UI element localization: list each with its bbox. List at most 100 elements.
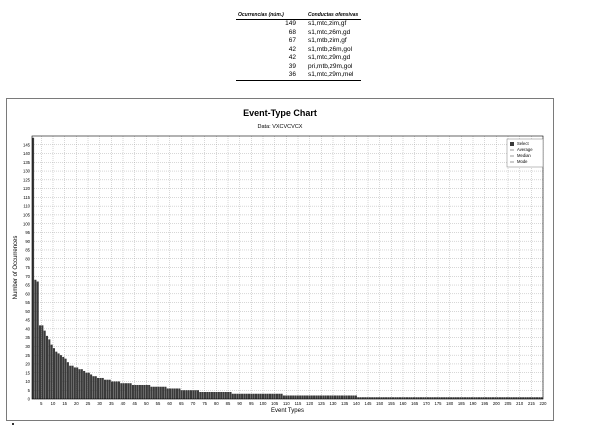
bar bbox=[101, 377, 104, 399]
bar bbox=[155, 386, 158, 399]
bar bbox=[357, 397, 360, 399]
y-tick-label: 70 bbox=[25, 274, 30, 279]
bar bbox=[310, 395, 313, 399]
y-tick-label: 55 bbox=[25, 300, 30, 305]
y-tick-label: 35 bbox=[25, 335, 30, 340]
bar bbox=[510, 397, 513, 399]
bars bbox=[32, 137, 543, 399]
bar bbox=[164, 386, 167, 399]
bar bbox=[313, 395, 316, 399]
y-tick-label: 25 bbox=[25, 353, 30, 358]
y-tick-label: 30 bbox=[25, 344, 30, 349]
bar bbox=[222, 391, 225, 399]
bar bbox=[382, 397, 385, 399]
bar bbox=[199, 391, 202, 399]
bar bbox=[264, 393, 267, 399]
behavior-code: s1,mtb,z6m,gol bbox=[308, 45, 353, 53]
bar bbox=[345, 395, 348, 399]
bar bbox=[306, 395, 309, 399]
x-tick-label: 210 bbox=[516, 401, 524, 406]
x-tick-label: 195 bbox=[481, 401, 489, 406]
bar bbox=[529, 397, 532, 399]
bar bbox=[194, 390, 197, 399]
x-tick-label: 35 bbox=[109, 401, 114, 406]
bar bbox=[266, 393, 269, 399]
bar bbox=[519, 397, 522, 399]
bar bbox=[69, 365, 72, 399]
behavior-code: s1,mtc,z6m,gd bbox=[308, 28, 351, 36]
x-tick-label: 80 bbox=[214, 401, 219, 406]
y-tick-label: 105 bbox=[23, 213, 31, 218]
bar bbox=[73, 367, 76, 399]
bar bbox=[457, 397, 460, 399]
table-row: 39 pri,mtb,z9m,gol bbox=[236, 63, 361, 72]
bar bbox=[43, 330, 46, 399]
bar bbox=[213, 391, 216, 399]
bar bbox=[526, 397, 529, 399]
bar bbox=[76, 367, 79, 399]
bar bbox=[234, 393, 237, 399]
bar bbox=[90, 374, 93, 399]
x-tick-label: 20 bbox=[74, 401, 79, 406]
bar bbox=[173, 388, 176, 399]
bar bbox=[201, 391, 204, 399]
y-tick-label: 145 bbox=[23, 142, 31, 147]
bar bbox=[396, 397, 399, 399]
bar bbox=[429, 397, 432, 399]
bar bbox=[536, 397, 539, 399]
behavior-code: s1,mtc,z9m,gd bbox=[308, 54, 351, 61]
bar bbox=[475, 397, 478, 399]
bar bbox=[185, 390, 188, 399]
x-tick-label: 135 bbox=[341, 401, 349, 406]
bar bbox=[394, 397, 397, 399]
bar bbox=[32, 137, 35, 399]
bar bbox=[55, 351, 58, 399]
y-tick-label: 85 bbox=[25, 248, 30, 253]
bar bbox=[380, 397, 383, 399]
bar bbox=[389, 397, 392, 399]
legend-swatch bbox=[510, 142, 514, 146]
bar bbox=[340, 395, 344, 399]
bar bbox=[106, 379, 109, 399]
legend-entry: Mode bbox=[517, 159, 528, 164]
x-tick-label: 140 bbox=[353, 401, 361, 406]
x-tick-label: 95 bbox=[249, 401, 254, 406]
table-row: 68 s1,mtc,z6m,gd bbox=[236, 29, 361, 38]
bar bbox=[280, 393, 283, 399]
x-tick-label: 165 bbox=[411, 401, 419, 406]
bar bbox=[387, 397, 390, 399]
y-tick-label: 100 bbox=[23, 221, 31, 226]
x-tick-label: 60 bbox=[167, 401, 172, 406]
y-tick-label: 90 bbox=[25, 239, 30, 244]
y-tick-label: 10 bbox=[25, 379, 30, 384]
bar bbox=[48, 339, 51, 399]
y-tick-label: 135 bbox=[23, 160, 31, 165]
occurrence-count: 36 bbox=[236, 71, 306, 81]
table-row: 36 s1,mtc,z9m,mel bbox=[236, 71, 361, 81]
bar bbox=[424, 397, 427, 399]
bar bbox=[375, 397, 378, 399]
bar bbox=[94, 376, 97, 399]
bar bbox=[210, 391, 213, 399]
x-tick-label: 125 bbox=[318, 401, 326, 406]
bar bbox=[482, 397, 485, 399]
frequency-table: Ocurrencias (núm.) Conductas ofensivas 1… bbox=[236, 12, 361, 81]
bar bbox=[113, 381, 116, 399]
bar bbox=[324, 395, 327, 399]
bar bbox=[64, 358, 67, 399]
x-tick-label: 5 bbox=[40, 401, 43, 406]
behavior-code: s1,mtc,z9m,mel bbox=[306, 71, 361, 81]
bar bbox=[331, 395, 334, 399]
bar bbox=[452, 397, 455, 399]
y-tick-label: 65 bbox=[25, 283, 30, 288]
bar bbox=[124, 383, 127, 399]
bar bbox=[245, 393, 248, 399]
bar bbox=[359, 397, 362, 399]
plot-frame bbox=[31, 135, 544, 400]
bar bbox=[410, 397, 413, 399]
page-mark bbox=[12, 423, 14, 425]
bar bbox=[282, 395, 285, 399]
y-tick-label: 80 bbox=[25, 256, 30, 261]
bar bbox=[192, 390, 195, 399]
bar bbox=[447, 397, 450, 399]
